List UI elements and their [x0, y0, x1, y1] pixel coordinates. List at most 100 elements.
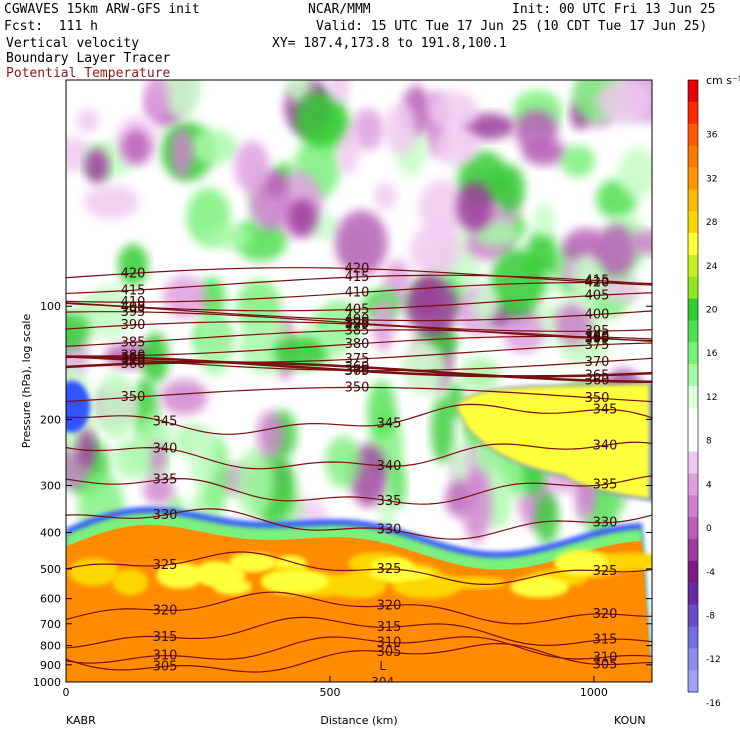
colorbar-label: -12 [706, 655, 721, 665]
updraft-cell [96, 371, 135, 440]
colorbar-swatch [688, 101, 698, 125]
theta-label: 395 [585, 324, 610, 339]
updraft-cell [203, 224, 253, 250]
x-tick-label: 0 [63, 686, 70, 699]
theta-label: 320 [377, 599, 402, 614]
colorbar-swatch [688, 167, 698, 190]
theta-label: 385 [345, 323, 370, 338]
org-label: NCAR/MMM [308, 2, 371, 17]
tracer-patch [326, 572, 387, 598]
colorbar-swatch [688, 211, 698, 234]
downdraft-cell [351, 108, 385, 151]
downdraft-cell [409, 223, 461, 277]
valid-time: Valid: 15 UTC Tue 17 Jun 25 (10 CDT Tue … [316, 19, 708, 34]
downdraft-cell [83, 185, 140, 219]
theta-label: 410 [345, 286, 370, 301]
theta-label: 400 [585, 308, 610, 323]
downdraft-cell [462, 469, 492, 543]
theta-label: 350 [121, 390, 146, 405]
downdraft-cell [160, 379, 208, 415]
theta-contour [66, 616, 652, 649]
theta-label: 420 [345, 262, 370, 277]
theta-label: 420 [121, 266, 146, 281]
colorbar-swatch [688, 189, 698, 212]
tracer-patch [156, 562, 204, 589]
theta-label: 340 [153, 441, 178, 456]
colorbar-swatch [688, 233, 698, 256]
theta-label: 345 [377, 417, 402, 432]
updraft-cell [402, 344, 449, 395]
colorbar-label: 12 [706, 393, 717, 403]
x-tick-label: 500 [319, 686, 340, 699]
colorbar-swatch [688, 670, 698, 693]
theta-contour [66, 281, 652, 303]
tracer-patch [195, 561, 234, 585]
endpoint-right: KOUN [614, 714, 646, 727]
theta-label: 315 [153, 630, 178, 645]
field-potential-temperature: Potential Temperature [6, 66, 171, 81]
updraft-cell [159, 80, 202, 118]
theta-label: 325 [377, 562, 402, 577]
colorbar-swatch [688, 407, 698, 431]
init-time: Init: 00 UTC Fri 13 Jun 25 [512, 2, 716, 17]
theta-label: 305 [153, 659, 178, 674]
colorbar-label: -4 [706, 568, 715, 578]
field-boundary-layer-tracer: Boundary Layer Tracer [6, 51, 171, 66]
theta-label: 330 [593, 516, 618, 531]
colorbar-swatch [688, 276, 698, 300]
colorbar-swatch [688, 560, 698, 584]
theta-contour [66, 642, 652, 673]
theta-label: 335 [593, 477, 618, 492]
colorbar-label: 8 [706, 437, 712, 447]
colorbar-frame [687, 79, 699, 693]
colorbar-swatch [688, 495, 698, 518]
downdraft-cell [595, 224, 637, 277]
updraft-cell [319, 303, 355, 356]
tracer-patch [369, 567, 433, 581]
theta-label: 365 [345, 364, 370, 379]
downdraft-cell [121, 129, 151, 164]
updraft-cell [117, 244, 149, 286]
colorbar-swatch [688, 80, 698, 103]
colorbar-swatch [688, 364, 698, 387]
theta-label: 375 [121, 353, 146, 368]
theta-contour [66, 361, 652, 384]
downdraft-cell [76, 108, 100, 133]
y-tick-label: 100 [40, 300, 61, 313]
y-tick-label: 1000 [33, 676, 61, 689]
colorbar-label: 0 [706, 524, 712, 534]
y-tick-label: 400 [40, 526, 61, 539]
updraft-cell [474, 221, 519, 248]
colorbar-swatch [688, 386, 698, 409]
y-tick-label: 500 [40, 563, 61, 576]
colorbar-label: 36 [706, 131, 718, 141]
colorbar-label: 20 [706, 306, 718, 316]
theta-label: 415 [345, 270, 370, 285]
theta-label: 310 [377, 636, 402, 651]
downdraft-cell [171, 128, 193, 178]
elevated-plume [455, 383, 651, 500]
theta-label: 395 [121, 305, 146, 320]
distance-axis: 0 500 1000 [63, 676, 608, 699]
theta-contour [66, 508, 652, 540]
theta-label: 320 [153, 603, 178, 618]
colorbar-swatch [688, 254, 698, 278]
colorbar-swatch [688, 342, 698, 365]
low-marker: L [379, 659, 386, 673]
updraft-cell [66, 311, 91, 350]
theta-contour [66, 267, 652, 286]
y-tick-label: 700 [40, 618, 61, 631]
plot-frame [65, 79, 653, 683]
theta-label: 315 [377, 620, 402, 635]
theta-contour [66, 329, 652, 347]
theta-label: 320 [593, 607, 618, 622]
downdraft-cell [597, 80, 652, 125]
theta-label: 405 [585, 288, 610, 303]
downdraft-cell [630, 230, 652, 255]
theta-label: 335 [153, 472, 178, 487]
theta-label: 390 [345, 317, 370, 332]
theta-label: 415 [585, 274, 610, 289]
tracer-patch [510, 576, 569, 598]
theta-label: 390 [585, 332, 610, 347]
